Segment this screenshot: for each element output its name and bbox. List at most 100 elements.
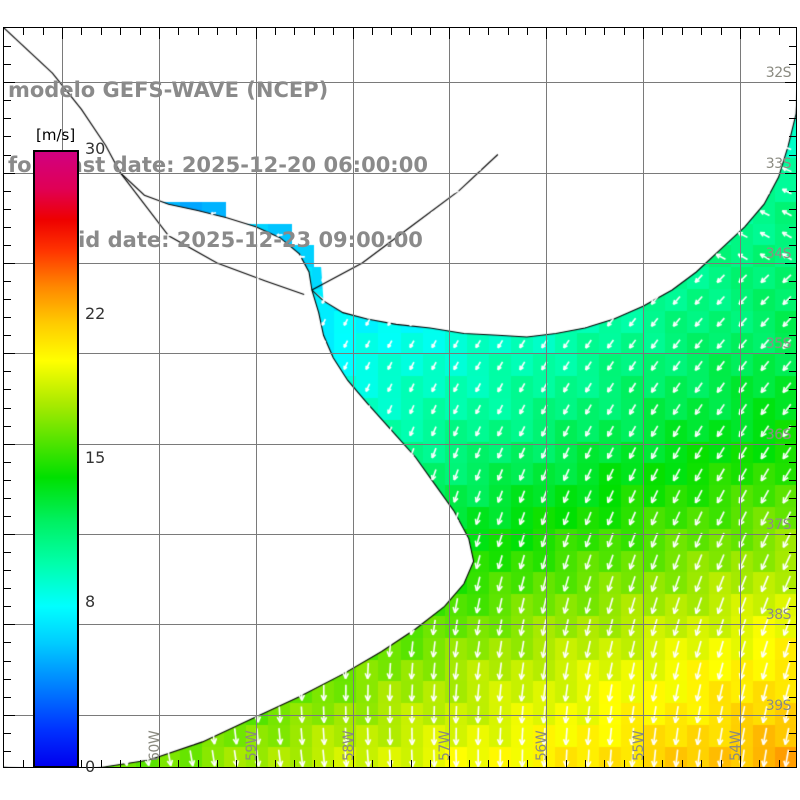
axis-tick-minor — [789, 100, 796, 101]
gridline-lon — [643, 28, 644, 767]
axis-tick-minor — [449, 760, 450, 767]
axis-tick-minor — [314, 760, 315, 767]
axis-tick-minor — [527, 28, 528, 35]
axis-tick-minor — [789, 552, 796, 553]
axis-tick-minor — [4, 606, 11, 607]
axis-tick-minor — [81, 28, 82, 35]
axis-tick-minor — [236, 760, 237, 767]
axis-tick-minor — [4, 371, 11, 372]
axis-tick-minor — [789, 136, 796, 137]
axis-tick-minor — [566, 28, 567, 35]
longitude-label: 59W — [244, 730, 260, 761]
gridline-lat — [4, 173, 796, 174]
gridline-lon — [353, 28, 354, 767]
axis-tick-minor — [120, 760, 121, 767]
axis-tick-minor — [789, 46, 796, 47]
axis-tick-minor — [789, 480, 796, 481]
axis-tick-minor — [4, 389, 11, 390]
longitude-label: 54W — [728, 730, 744, 761]
axis-tick-minor — [198, 760, 199, 767]
axis-tick-minor — [789, 389, 796, 390]
colorbar-tick-label: 30 — [85, 139, 106, 158]
axis-tick-minor — [789, 570, 796, 571]
axis-tick-minor — [469, 760, 470, 767]
axis-tick-minor — [566, 760, 567, 767]
axis-tick-minor — [789, 335, 796, 336]
axis-tick-minor — [527, 760, 528, 767]
axis-tick-minor — [294, 760, 295, 767]
axis-tick-minor — [789, 679, 796, 680]
latitude-label: 37S — [765, 517, 792, 533]
axis-tick-minor — [4, 299, 11, 300]
axis-tick-minor — [789, 516, 796, 517]
axis-tick-minor — [4, 245, 11, 246]
axis-tick-minor — [759, 28, 760, 35]
colorbar-tick-label: 0 — [85, 757, 96, 776]
axis-tick-minor — [4, 697, 11, 698]
gridline-lat — [4, 444, 796, 445]
axis-tick-minor — [643, 28, 644, 35]
axis-tick-minor — [4, 570, 11, 571]
colorbar-tick-label: 15 — [85, 448, 106, 467]
axis-tick-minor — [789, 353, 796, 354]
axis-tick-minor — [643, 760, 644, 767]
axis-tick-minor — [178, 760, 179, 767]
axis-tick-minor — [333, 28, 334, 35]
axis-tick-minor — [508, 28, 509, 35]
axis-tick-minor — [740, 28, 741, 35]
axis-tick-minor — [4, 498, 11, 499]
axis-tick-minor — [789, 408, 796, 409]
axis-tick-minor — [4, 173, 11, 174]
axis-tick-minor — [4, 227, 11, 228]
gridline-lat — [4, 534, 796, 535]
axis-tick-minor — [759, 760, 760, 767]
axis-tick-minor — [411, 760, 412, 767]
axis-tick-minor — [789, 317, 796, 318]
longitude-label: 58W — [341, 730, 357, 761]
axis-tick-minor — [789, 191, 796, 192]
axis-tick-minor — [4, 155, 11, 156]
axis-tick-minor — [140, 760, 141, 767]
axis-tick-minor — [701, 28, 702, 35]
latitude-label: 36S — [765, 427, 792, 443]
axis-tick-minor — [789, 263, 796, 264]
axis-tick-minor — [256, 760, 257, 767]
axis-tick-minor — [789, 64, 796, 65]
gridline-lat — [4, 82, 796, 83]
colorbar[interactable]: [m/s] 30 22 15 8 0 — [33, 126, 105, 776]
longitude-label: 56W — [534, 730, 550, 761]
axis-tick-minor — [789, 118, 796, 119]
axis-tick-minor — [275, 28, 276, 35]
axis-tick-minor — [391, 28, 392, 35]
gridline-lon — [546, 28, 547, 767]
axis-tick-minor — [4, 100, 11, 101]
axis-tick-minor — [217, 28, 218, 35]
axis-tick-minor — [789, 606, 796, 607]
axis-tick-minor — [23, 28, 24, 35]
axis-tick-minor — [789, 227, 796, 228]
axis-tick-minor — [4, 82, 11, 83]
title-model-line: modelo GEFS-WAVE (NCEP) — [8, 78, 329, 102]
axis-tick-minor — [4, 209, 11, 210]
axis-tick-minor — [23, 760, 24, 767]
axis-tick-minor — [789, 462, 796, 463]
colorbar-gradient — [33, 150, 79, 768]
axis-tick-minor — [789, 697, 796, 698]
gridline-lat — [4, 624, 796, 625]
axis-tick-minor — [624, 760, 625, 767]
axis-tick-minor — [604, 28, 605, 35]
gridline-lat — [4, 263, 796, 264]
axis-tick-minor — [178, 28, 179, 35]
axis-tick-minor — [353, 28, 354, 35]
axis-tick-minor — [4, 136, 11, 137]
axis-tick-minor — [4, 751, 11, 752]
axis-tick-minor — [789, 245, 796, 246]
axis-tick-minor — [789, 426, 796, 427]
longitude-label: 55W — [631, 730, 647, 761]
latitude-label: 35S — [765, 336, 792, 352]
gridline-lon — [159, 28, 160, 767]
axis-tick-minor — [585, 28, 586, 35]
axis-tick-minor — [789, 751, 796, 752]
axis-tick-minor — [4, 426, 11, 427]
axis-tick-minor — [314, 28, 315, 35]
